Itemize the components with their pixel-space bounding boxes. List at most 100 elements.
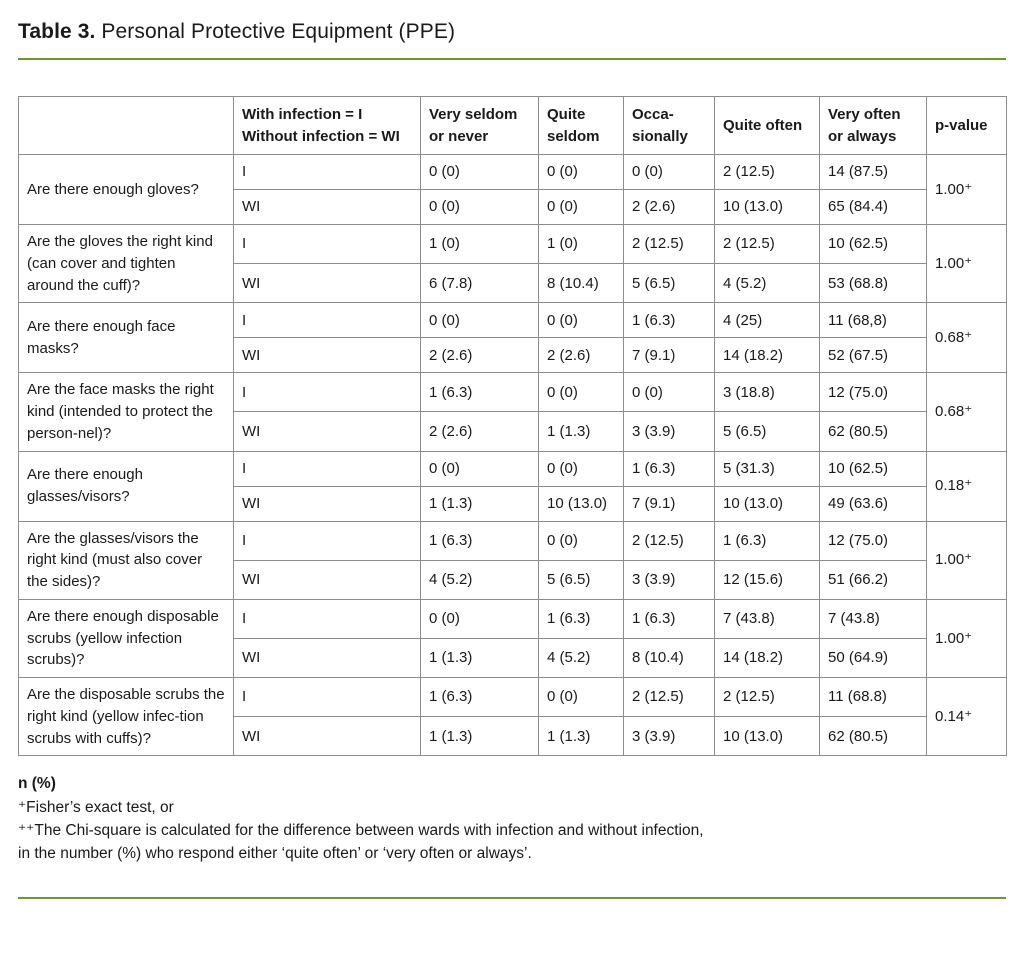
header-quite-seldom: Quite seldom bbox=[538, 96, 624, 155]
value-cell: 5 (31.3) bbox=[714, 450, 820, 487]
value-cell: 0 (0) bbox=[420, 189, 539, 225]
footnote-chisquare-line1: ⁺⁺The Chi-square is calculated for the d… bbox=[18, 821, 704, 839]
pvalue-cell: 1.00⁺ bbox=[926, 520, 1007, 600]
ppe-table-body: Are there enough gloves? I 0 (0) 0 (0) 0 (0)… bbox=[18, 154, 1007, 757]
value-cell: 62 (80.5) bbox=[819, 411, 927, 452]
table-row-infection: Are there enough face masks? I 0 (0) 0 (0) 1… bbox=[18, 302, 1007, 374]
value-cell: 10 (13.0) bbox=[714, 189, 820, 225]
question-cell: Are there enough disposable scrubs (yell… bbox=[18, 598, 234, 679]
value-cell: 49 (63.6) bbox=[819, 485, 927, 522]
group-cell-i: I bbox=[233, 302, 421, 339]
value-cell: 1 (1.3) bbox=[420, 485, 539, 522]
value-cell: 5 (6.5) bbox=[714, 411, 820, 452]
table-row-infection: Are the glasses/visors the right kind (m… bbox=[18, 520, 1007, 600]
header-very-often: Very often or always bbox=[819, 96, 927, 155]
pvalue-cell: 0.14⁺ bbox=[926, 676, 1007, 757]
header-quite-often: Quite often bbox=[714, 96, 820, 155]
value-cell: 3 (18.8) bbox=[714, 372, 820, 413]
pvalue-cell: 1.00⁺ bbox=[926, 154, 1007, 225]
top-rule bbox=[18, 58, 1006, 60]
value-cell: 1 (0) bbox=[538, 223, 624, 265]
value-cell: 7 (9.1) bbox=[623, 485, 715, 522]
value-cell: 4 (5.2) bbox=[538, 637, 624, 679]
value-cell: 0 (0) bbox=[538, 450, 624, 487]
table-row-infection: Are the gloves the right kind (can cover… bbox=[18, 223, 1007, 304]
value-cell: 0 (0) bbox=[538, 520, 624, 561]
value-cell: 1 (6.3) bbox=[420, 520, 539, 561]
table-row-infection: Are the face masks the right kind (inten… bbox=[18, 372, 1007, 452]
header-question-cell bbox=[18, 96, 234, 155]
value-cell: 0 (0) bbox=[538, 302, 624, 339]
value-cell: 53 (68.8) bbox=[819, 263, 927, 304]
value-cell: 2 (2.6) bbox=[420, 337, 539, 374]
value-cell: 11 (68,8) bbox=[819, 302, 927, 339]
table-row-without-infection: WI 1 (1.3) 1 (1.3) 3 (3.9) 10 (13.0) 62 (80.5… bbox=[19, 716, 1007, 757]
group-cell-i: I bbox=[233, 223, 421, 265]
question-cell: Are the glasses/visors the right kind (m… bbox=[18, 520, 234, 600]
value-cell: 1 (0) bbox=[420, 223, 539, 265]
value-cell: 4 (5.2) bbox=[420, 559, 539, 600]
value-cell: 0 (0) bbox=[623, 154, 715, 190]
footnote-n-percent: n (%) bbox=[18, 775, 56, 793]
value-cell: 0 (0) bbox=[420, 450, 539, 487]
table-row-without-infection: WI 2 (2.6) 1 (1.3) 3 (3.9) 5 (6.5) 62 (80.5) bbox=[19, 411, 1007, 452]
group-cell-i: I bbox=[233, 372, 421, 413]
value-cell: 52 (67.5) bbox=[819, 337, 927, 374]
pvalue-cell: 0.68⁺ bbox=[926, 302, 1007, 374]
value-cell: 2 (12.5) bbox=[623, 676, 715, 718]
header-pvalue: p-value bbox=[926, 96, 1007, 155]
value-cell: 14 (18.2) bbox=[714, 337, 820, 374]
group-cell-wi: WI bbox=[233, 411, 421, 452]
value-cell: 0 (0) bbox=[538, 154, 624, 190]
group-cell-i: I bbox=[233, 676, 421, 718]
group-cell-i: I bbox=[233, 154, 421, 190]
value-cell: 2 (12.5) bbox=[623, 223, 715, 265]
header-group-line1: With infection = I bbox=[242, 106, 363, 124]
question-cell: Are there enough glasses/visors? bbox=[18, 450, 234, 522]
value-cell: 2 (12.5) bbox=[714, 223, 820, 265]
question-cell: Are the face masks the right kind (inten… bbox=[18, 372, 234, 452]
bottom-rule bbox=[18, 897, 1006, 900]
value-cell: 12 (15.6) bbox=[714, 559, 820, 600]
value-cell: 10 (13.0) bbox=[714, 716, 820, 757]
pvalue-cell: 1.00⁺ bbox=[926, 223, 1007, 304]
value-cell: 1 (1.3) bbox=[420, 716, 539, 757]
value-cell: 1 (6.3) bbox=[538, 598, 624, 639]
value-cell: 7 (9.1) bbox=[623, 337, 715, 374]
group-cell-i: I bbox=[233, 520, 421, 561]
header-group-line2: Without infection = WI bbox=[242, 127, 400, 145]
value-cell: 3 (3.9) bbox=[623, 411, 715, 452]
pvalue-cell: 0.68⁺ bbox=[926, 372, 1007, 452]
value-cell: 1 (1.3) bbox=[420, 637, 539, 679]
value-cell: 4 (25) bbox=[714, 302, 820, 339]
table-row-without-infection: WI 2 (2.6) 2 (2.6) 7 (9.1) 14 (18.2) 52 (67.5… bbox=[19, 337, 1007, 374]
value-cell: 62 (80.5) bbox=[819, 716, 927, 757]
value-cell: 0 (0) bbox=[538, 189, 624, 225]
value-cell: 0 (0) bbox=[538, 372, 624, 413]
footnote-chisquare-line2: in the number (%) who respond either ‘qu… bbox=[18, 845, 532, 862]
value-cell: 0 (0) bbox=[420, 302, 539, 339]
group-cell-wi: WI bbox=[233, 189, 421, 225]
value-cell: 50 (64.9) bbox=[819, 637, 927, 679]
table-title-number: Table 3. bbox=[18, 20, 96, 43]
value-cell: 1 (6.3) bbox=[420, 676, 539, 718]
table-row-infection: Are there enough gloves? I 0 (0) 0 (0) 0 (0)… bbox=[18, 154, 1007, 225]
value-cell: 1 (6.3) bbox=[623, 302, 715, 339]
value-cell: 14 (18.2) bbox=[714, 637, 820, 679]
value-cell: 0 (0) bbox=[420, 598, 539, 639]
value-cell: 1 (1.3) bbox=[538, 411, 624, 452]
value-cell: 1 (6.3) bbox=[623, 598, 715, 639]
group-cell-wi: WI bbox=[233, 559, 421, 600]
value-cell: 10 (13.0) bbox=[538, 485, 624, 522]
value-cell: 10 (62.5) bbox=[819, 450, 927, 487]
footnotes: n (%) ⁺Fisher’s exact test, or ⁺⁺The Chi… bbox=[18, 772, 1006, 865]
value-cell: 8 (10.4) bbox=[538, 263, 624, 304]
value-cell: 11 (68.8) bbox=[819, 676, 927, 718]
header-very-seldom: Very seldom or never bbox=[420, 96, 539, 155]
question-cell: Are there enough face masks? bbox=[18, 302, 234, 374]
table-row-infection: Are there enough glasses/visors? I 0 (0) 0 … bbox=[18, 450, 1007, 522]
question-cell: Are the disposable scrubs the right kind… bbox=[18, 676, 234, 757]
value-cell: 4 (5.2) bbox=[714, 263, 820, 304]
value-cell: 51 (66.2) bbox=[819, 559, 927, 600]
value-cell: 3 (3.9) bbox=[623, 559, 715, 600]
